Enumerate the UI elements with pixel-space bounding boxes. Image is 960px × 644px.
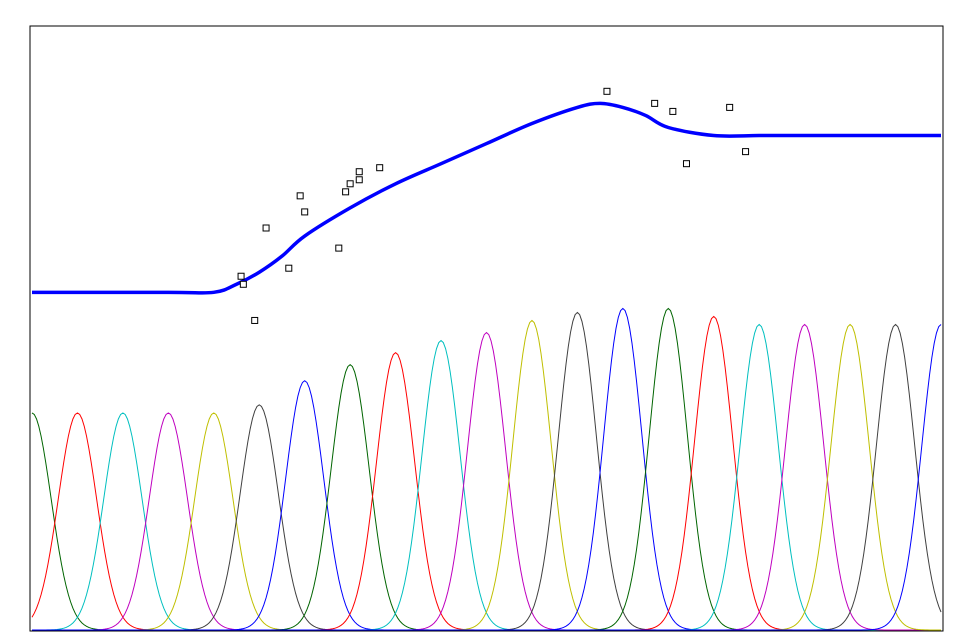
scatter-point	[355, 176, 363, 184]
scatter-point	[346, 180, 354, 188]
scatter-point	[335, 244, 343, 252]
scatter-point	[603, 87, 611, 95]
basis-functions	[31, 307, 942, 631]
scatter-point	[301, 208, 309, 216]
scatter-point	[285, 264, 293, 272]
scatter-point	[669, 107, 677, 115]
scatter-point	[726, 103, 734, 111]
scatter-point	[651, 99, 659, 107]
scatter-point	[376, 164, 384, 172]
plot-frame	[29, 25, 944, 632]
scatter-point	[239, 280, 247, 288]
scatter-point	[237, 272, 245, 280]
scatter-points	[237, 87, 750, 324]
scatter-point	[355, 168, 363, 176]
basis-curve-20	[32, 324, 942, 631]
scatter-point	[262, 224, 270, 232]
scatter-point	[296, 192, 304, 200]
scatter-point	[342, 188, 350, 196]
scatter-point	[682, 160, 690, 168]
scatter-point	[742, 148, 750, 156]
scatter-point	[251, 316, 259, 324]
